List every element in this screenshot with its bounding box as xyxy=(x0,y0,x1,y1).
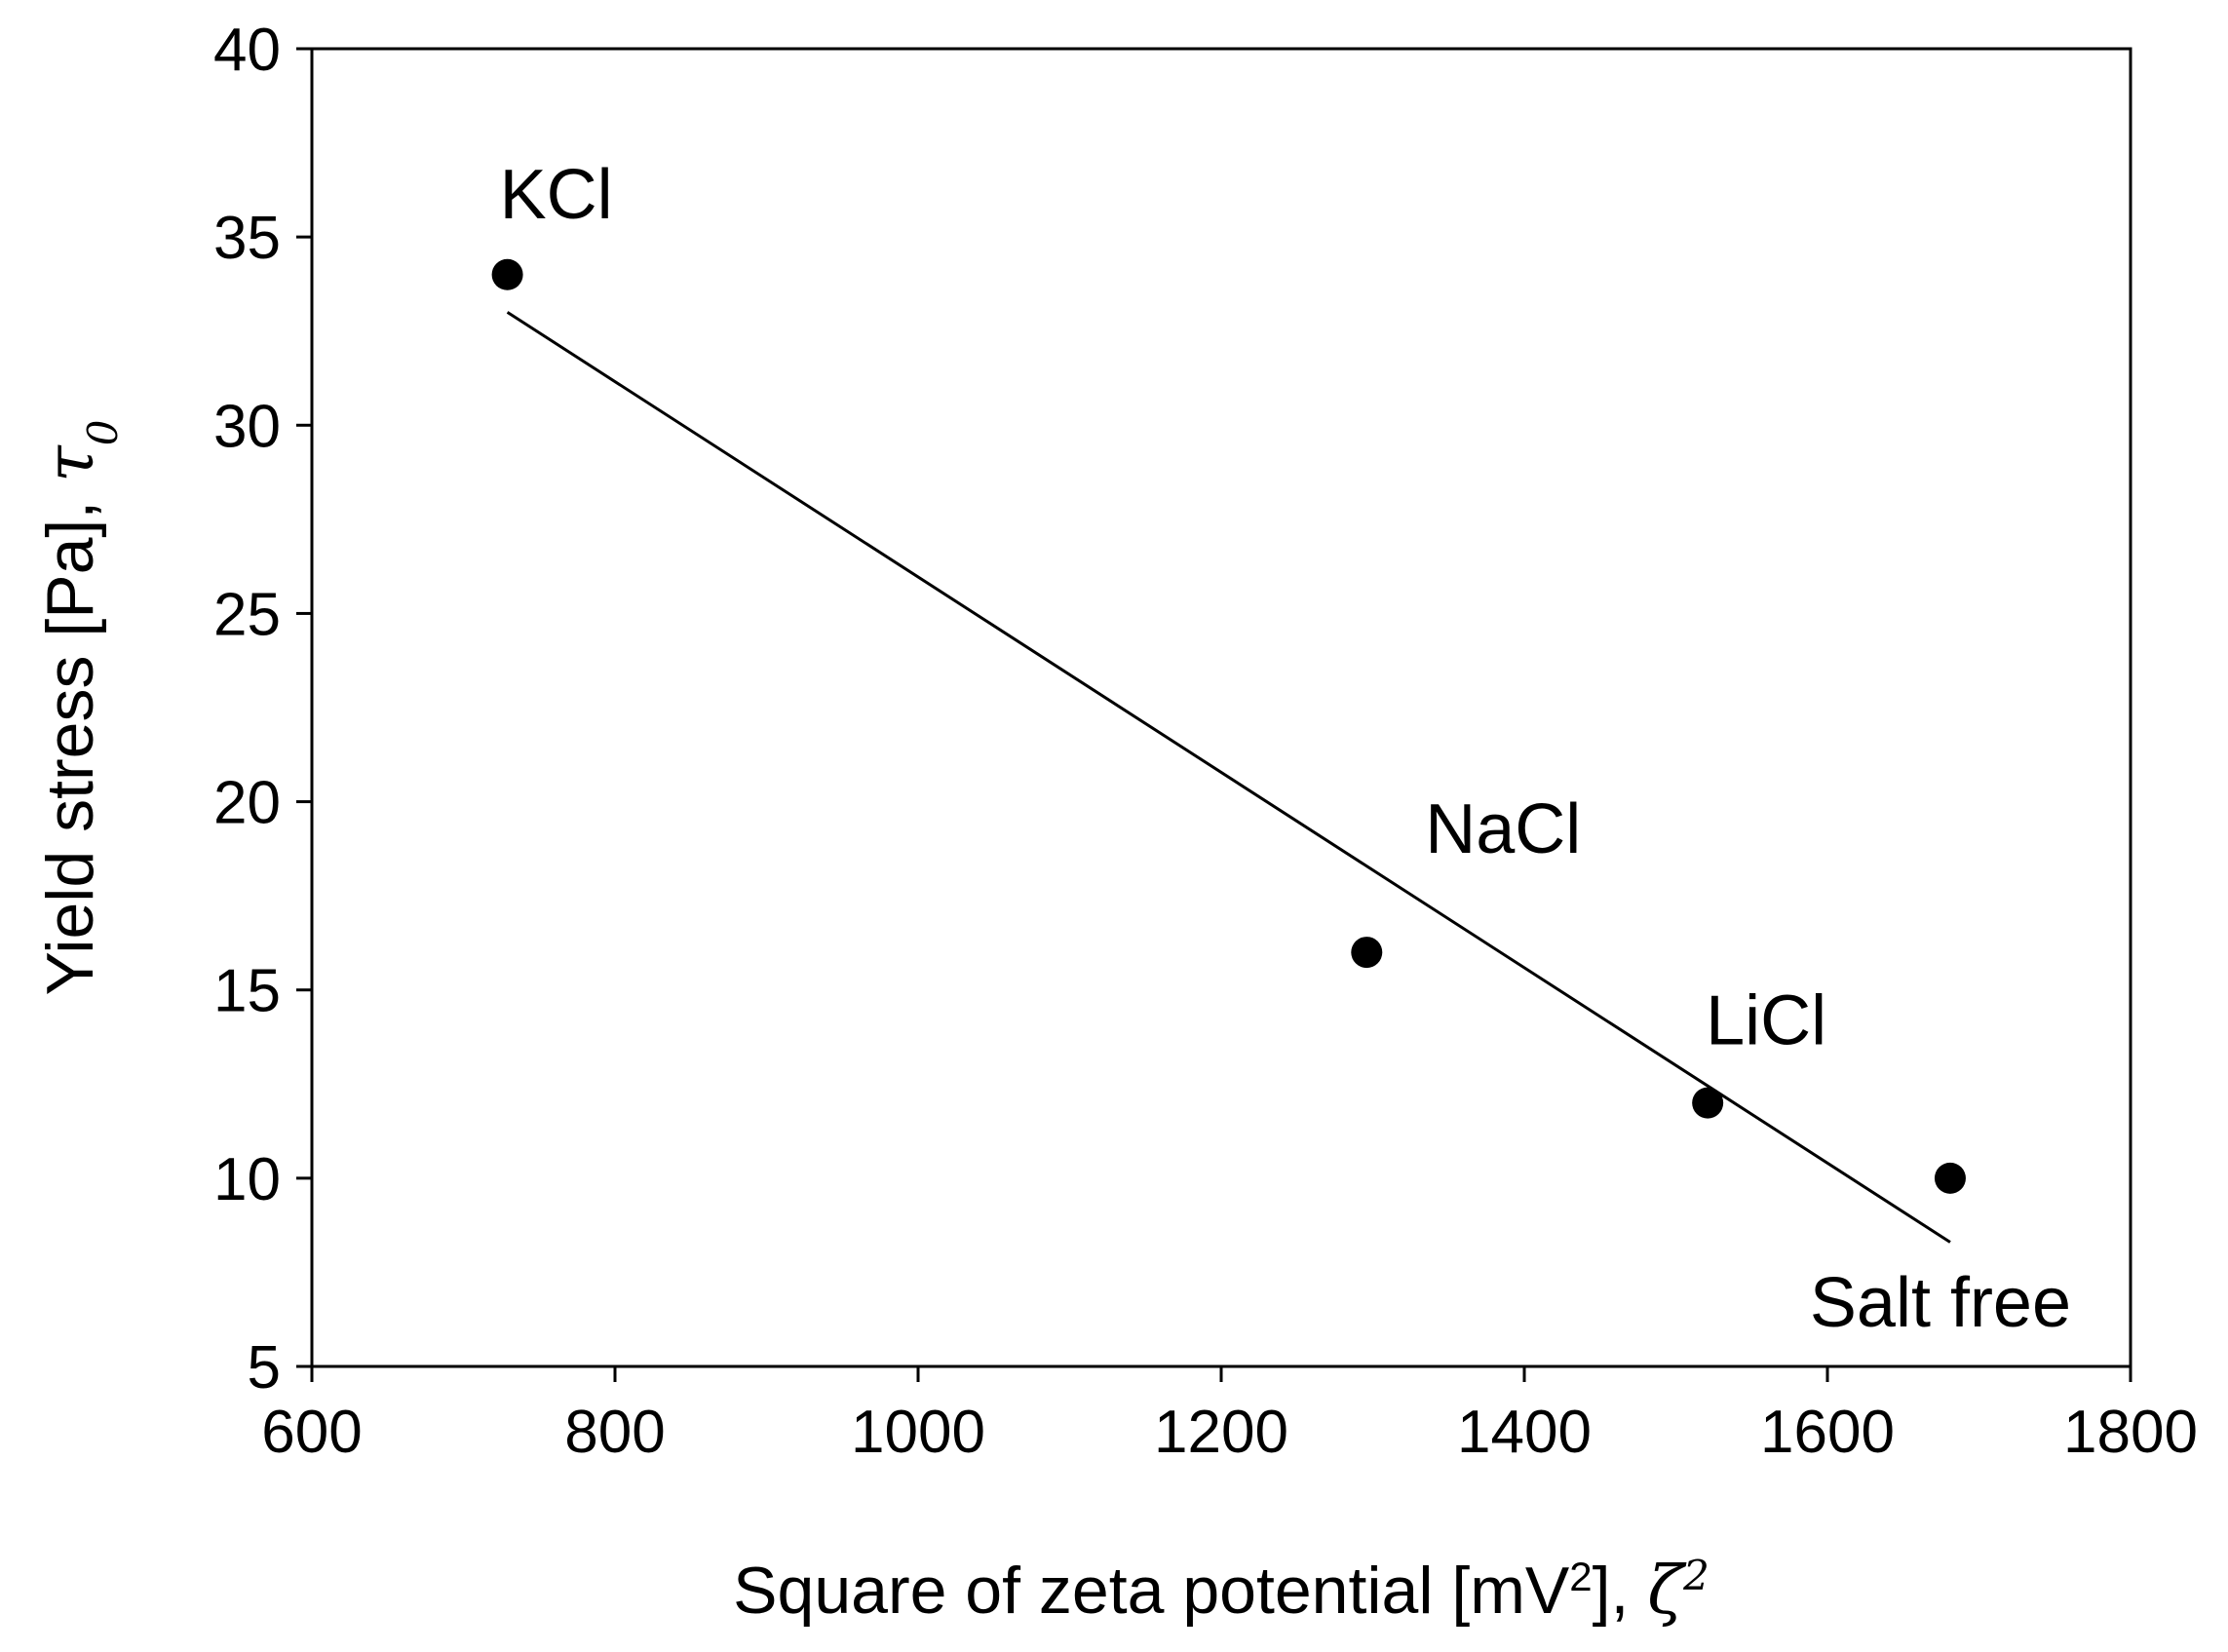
fit-line-layer xyxy=(506,311,1951,1244)
y-tick-label-20: 20 xyxy=(213,770,281,837)
data-point-kcl xyxy=(491,258,523,290)
x-tick-label-1000: 1000 xyxy=(851,1399,985,1466)
x-tick-label-1600: 1600 xyxy=(1760,1399,1895,1466)
tau-symbol: τ xyxy=(32,444,109,482)
point-labels: KCl NaCl LiCl Salt free xyxy=(500,156,2071,1342)
data-point-licl xyxy=(1692,1087,1724,1119)
point-label-salt-free: Salt free xyxy=(1810,1264,2071,1342)
data-point-nacl xyxy=(1351,937,1383,969)
y-tick-label-35: 35 xyxy=(213,205,281,272)
x-axis-label-suffix: ], xyxy=(1593,1554,1648,1628)
x-tick-label-1400: 1400 xyxy=(1457,1399,1592,1466)
y-axis-label: Yield stress [Pa], τ0 xyxy=(32,420,127,996)
linear-fit-line xyxy=(506,311,1951,1244)
y-tick-label-40: 40 xyxy=(213,17,281,84)
data-points xyxy=(491,258,1966,1194)
y-axis-label-text: Yield stress [Pa], xyxy=(33,482,107,996)
plot-frame xyxy=(310,47,2132,1368)
point-label-licl: LiCl xyxy=(1706,982,1826,1060)
axis-ticks: 600 800 1000 1200 1400 1600 1800 5 10 15 20 25 30 35 4… xyxy=(213,17,2198,1466)
zeta-symbol: ζ xyxy=(1647,1553,1687,1630)
x-tick-label-1800: 1800 xyxy=(2063,1399,2198,1466)
zeta-symbol-sup: 2 xyxy=(1682,1552,1709,1599)
x-axis-label: Square of zeta potential [mV2], ζ2 xyxy=(733,1552,1709,1631)
y-tick-label-25: 25 xyxy=(213,581,281,648)
x-axis-label-sup: 2 xyxy=(1569,1554,1592,1599)
point-label-nacl: NaCl xyxy=(1425,790,1581,868)
x-tick-label-1200: 1200 xyxy=(1154,1399,1288,1466)
tau-symbol-sub: 0 xyxy=(79,420,127,446)
y-tick-label-30: 30 xyxy=(213,393,281,460)
y-tick-label-15: 15 xyxy=(213,958,281,1025)
x-tick-label-800: 800 xyxy=(564,1399,665,1466)
y-tick-label-5: 5 xyxy=(248,1334,281,1402)
x-axis-label-text: Square of zeta potential [mV xyxy=(733,1554,1570,1628)
data-point-salt-free xyxy=(1934,1162,1966,1194)
point-label-kcl: KCl xyxy=(500,156,613,234)
x-tick-label-600: 600 xyxy=(261,1399,362,1466)
y-tick-label-10: 10 xyxy=(213,1146,281,1213)
